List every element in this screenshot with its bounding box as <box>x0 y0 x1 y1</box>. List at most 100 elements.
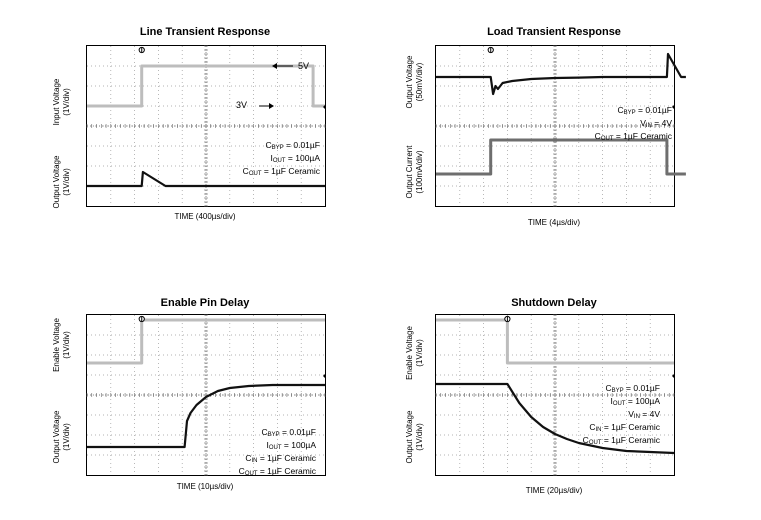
conditions-subscript: OUT <box>612 401 626 407</box>
series-line-1 <box>87 170 325 188</box>
series-line-0 <box>436 318 674 365</box>
conditions-value: = 4V <box>639 409 660 419</box>
series-line-1 <box>436 138 686 176</box>
arrow-5v-head <box>272 63 277 69</box>
y-axis-label: Output Voltage (1V/div) <box>405 392 425 482</box>
chart-title: Shutdown Delay <box>511 297 597 309</box>
conditions-line: VIN = 4V <box>595 118 672 131</box>
conditions-subscript: OUT <box>268 445 282 451</box>
conditions-symbol: C <box>238 466 245 476</box>
conditions-value: = 100µA <box>625 396 660 406</box>
conditions-symbol: I <box>270 153 273 163</box>
x-axis-label: TIME (20µs/div) <box>525 486 583 495</box>
conditions-line: COUT = 1µF Ceramic <box>595 131 672 144</box>
conditions-symbol: C <box>594 131 601 141</box>
conditions-note: CBYP = 0.01µF IOUT = 100µA COUT = 1µF Cera… <box>243 140 320 179</box>
conditions-subscript: BYP <box>267 432 280 438</box>
plot-area <box>86 314 326 476</box>
x-axis-label: TIME (10µs/div) <box>176 482 234 491</box>
conditions-line: CIN = 1µF Ceramic <box>239 453 316 466</box>
x-axis-label: TIME (4µs/div) <box>527 218 581 227</box>
y-axis-label: Output Voltage (1V/div) <box>52 392 72 482</box>
chart-title: Load Transient Response <box>487 26 621 38</box>
conditions-subscript: OUT <box>600 136 614 142</box>
series-line-0 <box>436 52 686 96</box>
y-axis-label-line1: Output Voltage <box>52 410 61 464</box>
level-marker-icon <box>672 373 675 379</box>
arrow-3v-head <box>269 103 274 109</box>
conditions-subscript: IN <box>251 458 258 464</box>
y-axis-label-line2: (1V/div) <box>62 331 71 359</box>
conditions-subscript: OUT <box>244 471 258 477</box>
conditions-subscript: OUT <box>588 440 602 446</box>
conditions-line: COUT = 1µF Ceramic <box>243 166 320 179</box>
chart-title: Enable Pin Delay <box>160 297 250 309</box>
conditions-symbol: I <box>610 396 613 406</box>
conditions-line: CBYP = 0.01µF <box>243 140 320 153</box>
y-axis-label-line1: Output Voltage <box>405 410 414 464</box>
y-axis-label-line2: (1V/div) <box>62 168 71 196</box>
conditions-symbol: C <box>265 140 272 150</box>
y-axis-label-line2: (1V/div) <box>62 423 71 451</box>
y-axis-label-line2: (1V/div) <box>62 88 71 116</box>
conditions-symbol: C <box>582 435 589 445</box>
y-axis-label-line1: Enable Voltage <box>405 326 414 380</box>
conditions-symbol: V <box>640 118 646 128</box>
plot-area <box>435 314 675 476</box>
conditions-value: = 0.01µF <box>283 140 320 150</box>
conditions-symbol: C <box>242 166 249 176</box>
plot-svg <box>435 45 686 207</box>
series-line-1 <box>87 383 325 449</box>
plot-area <box>435 45 686 207</box>
y-axis-label: Enable Voltage (1V/div) <box>52 300 72 390</box>
y-axis-label-line1: Output Voltage <box>52 155 61 209</box>
conditions-symbol: C <box>245 453 252 463</box>
conditions-line: VIN = 4V <box>583 409 660 422</box>
y-axis-label-line2: (1V/div) <box>415 423 424 451</box>
y-axis-label-line2: (1V/div) <box>415 339 424 367</box>
conditions-subscript: OUT <box>248 171 262 177</box>
series-line-0 <box>87 318 325 365</box>
conditions-value: = 100µA <box>281 440 316 450</box>
conditions-value: = 100µA <box>285 153 320 163</box>
conditions-value: = 4V <box>651 118 672 128</box>
conditions-symbol: C <box>261 427 268 437</box>
y-axis-label: Output Current (100mA/div) <box>405 127 425 217</box>
conditions-line: COUT = 1µF Ceramic <box>239 466 316 479</box>
conditions-value: = 1µF Ceramic <box>257 466 316 476</box>
series-line-0 <box>87 64 325 108</box>
level-marker-icon <box>323 104 326 110</box>
conditions-symbol: C <box>617 105 624 115</box>
conditions-subscript: IN <box>645 123 652 129</box>
annotation-label: 3V <box>236 100 248 110</box>
conditions-subscript: BYP <box>611 388 624 394</box>
conditions-symbol: V <box>628 409 634 419</box>
conditions-value: = 1µF Ceramic <box>601 435 660 445</box>
conditions-note: CBYP = 0.01µF IOUT = 100µA CIN = 1µF Ceram… <box>239 427 316 479</box>
level-marker-icon <box>672 104 675 110</box>
conditions-line: CBYP = 0.01µF <box>583 383 660 396</box>
conditions-line: CBYP = 0.01µF <box>239 427 316 440</box>
chart-title: Line Transient Response <box>139 26 271 38</box>
y-axis-label-line2: (50mV/div) <box>415 62 424 102</box>
conditions-subscript: IN <box>633 414 640 420</box>
conditions-symbol: C <box>605 383 612 393</box>
y-axis-label-line1: Enable Voltage <box>52 318 61 372</box>
conditions-value: = 0.01µF <box>623 383 660 393</box>
y-axis-label-line1: Input Voltage <box>52 78 61 126</box>
plot-area <box>86 45 326 207</box>
conditions-symbol: I <box>266 440 269 450</box>
conditions-subscript: BYP <box>623 110 636 116</box>
plot-svg <box>86 314 326 476</box>
conditions-line: CIN = 1µF Ceramic <box>583 422 660 435</box>
conditions-value: = 1µF Ceramic <box>257 453 316 463</box>
conditions-note: CBYP = 0.01µF IOUT = 100µA VIN = 4V CIN = 1… <box>583 383 660 448</box>
y-axis-label: Enable Voltage (1V/div) <box>405 308 425 398</box>
conditions-line: IOUT = 100µA <box>239 440 316 453</box>
conditions-line: IOUT = 100µA <box>583 396 660 409</box>
annotation-label: 5V <box>298 61 310 71</box>
conditions-value: = 1µF Ceramic <box>261 166 320 176</box>
conditions-value: = 0.01µF <box>635 105 672 115</box>
conditions-subscript: BYP <box>271 145 284 151</box>
plot-svg <box>86 45 326 207</box>
